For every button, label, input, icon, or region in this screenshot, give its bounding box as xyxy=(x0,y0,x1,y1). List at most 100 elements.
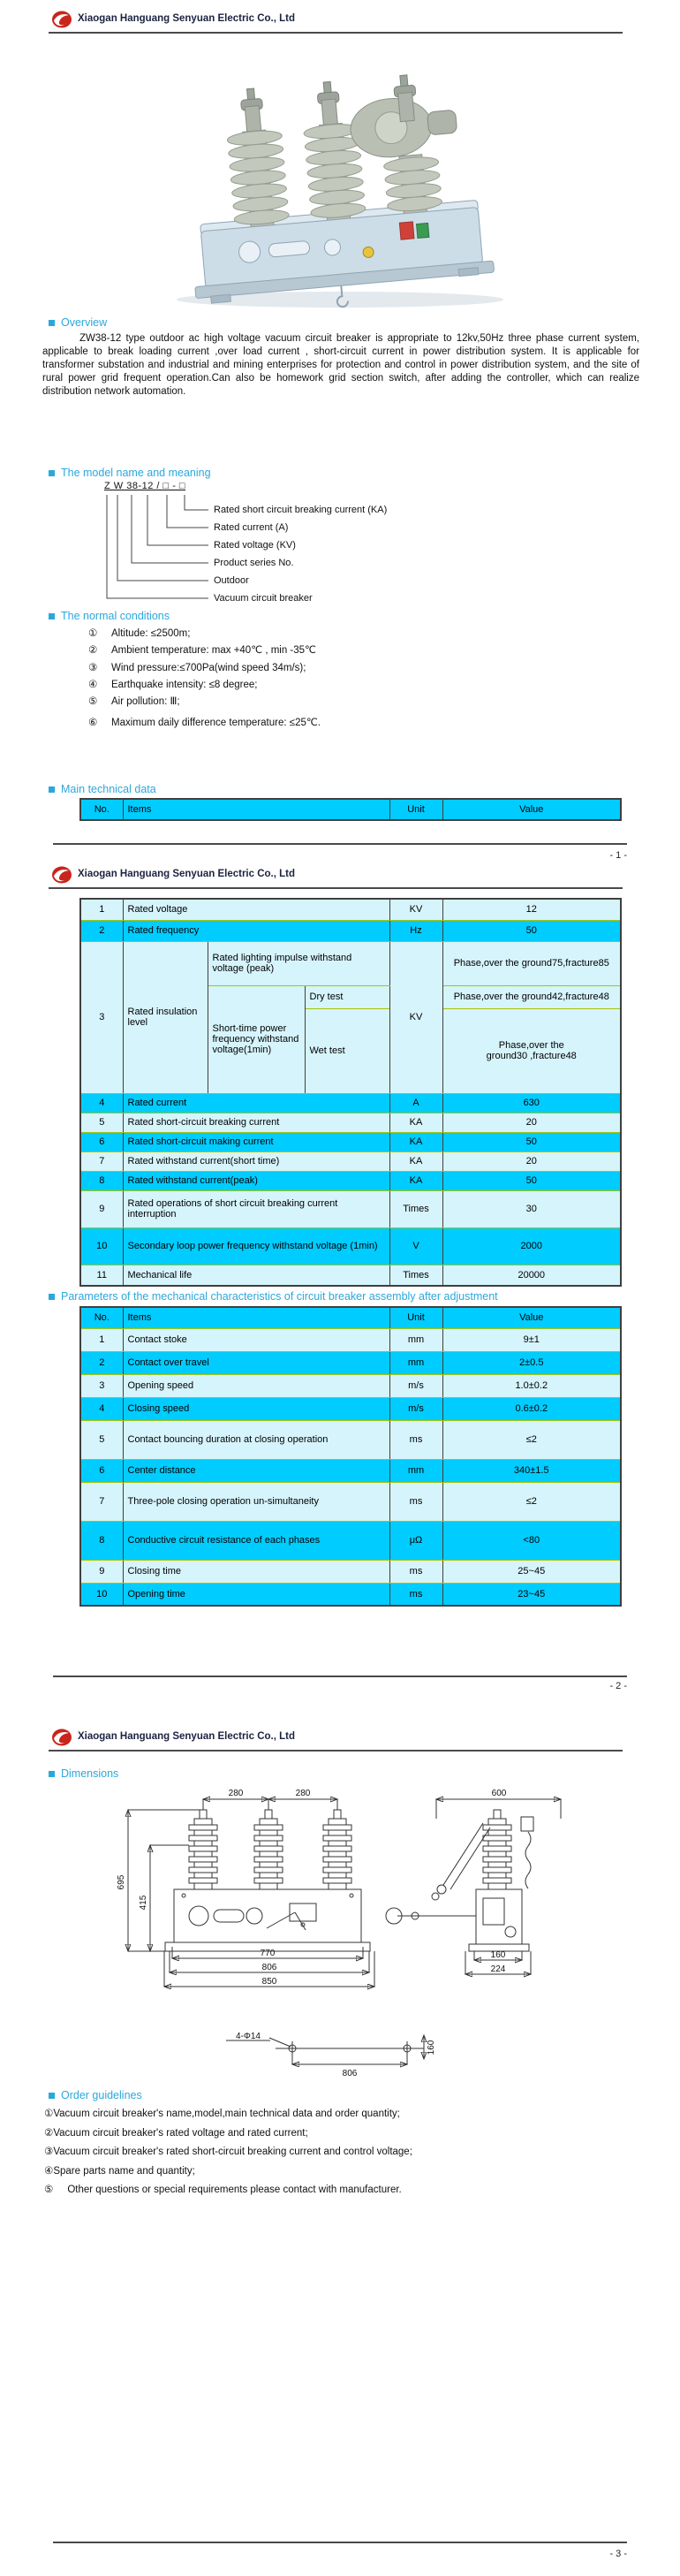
model-label: Rated voltage (KV) xyxy=(214,540,296,551)
cell-item: Opening speed xyxy=(122,1373,390,1398)
order-item: ①Vacuum circuit breaker's name,model,mai… xyxy=(44,2105,412,2124)
model-meaning-diagram: Z W 38-12 / □ - □ Rated short circuit br… xyxy=(35,481,636,610)
company-name: Xiaogan Hanguang Senyuan Electric Co., L… xyxy=(78,1731,296,1742)
section-main-technical-data: Main technical data xyxy=(49,783,156,795)
header-value: Value xyxy=(442,1306,622,1329)
order-item: ⑤ Other questions or special requirements… xyxy=(44,2181,412,2200)
cell-value: 1.0±0.2 xyxy=(442,1373,622,1398)
model-code: Z W 38-12 / □ - □ xyxy=(104,481,186,491)
cell-value: ≤2 xyxy=(442,1481,622,1522)
cell-value-line: ground30 ,fracture48 xyxy=(486,1051,577,1061)
dim-160: 160 xyxy=(491,1950,506,1960)
section-title: Dimensions xyxy=(61,1767,119,1780)
condition-text: Maximum daily difference temperature: ≤2… xyxy=(111,718,321,729)
table-row: 10 Secondary loop power frequency withst… xyxy=(79,1227,622,1265)
table-row: 2 Rated frequency Hz 50 xyxy=(79,919,622,942)
product-photo xyxy=(132,42,548,312)
cell-value: <80 xyxy=(442,1520,622,1561)
header-rule xyxy=(49,32,623,34)
section-title: The model name and meaning xyxy=(61,467,211,479)
order-text: Other questions or special requirements … xyxy=(67,2185,402,2195)
cell-item: Rated operations of short circuit breaki… xyxy=(122,1189,390,1228)
cell-no: 9 xyxy=(79,1559,124,1584)
condition-text: Altitude: ≤2500m; xyxy=(111,628,191,639)
condition-text: Wind pressure:≤700Pa(wind speed 34m/s); xyxy=(111,662,306,673)
condition-item: ④ Earthquake intensity: ≤8 degree; xyxy=(88,677,321,694)
table-row: 9 Rated operations of short circuit brea… xyxy=(79,1189,622,1228)
cell-value: 20000 xyxy=(442,1264,622,1287)
overview-paragraph: ZW38-12 type outdoor ac high voltage vac… xyxy=(42,333,639,397)
main-technical-data-header-table: No. Items Unit Value xyxy=(79,798,622,821)
model-label: Rated short circuit breaking current (KA… xyxy=(214,505,388,515)
section-bullet-icon xyxy=(49,2093,55,2099)
table-row: 11 Mechanical life Times 20000 xyxy=(79,1264,622,1287)
section-normal-conditions: The normal conditions xyxy=(49,610,170,622)
company-name: Xiaogan Hanguang Senyuan Electric Co., L… xyxy=(78,13,296,24)
section-bullet-icon xyxy=(49,613,55,619)
cell-unit: ms xyxy=(389,1419,443,1460)
condition-text: Ambient temperature: max +40℃ , min -35℃ xyxy=(111,645,316,657)
dim-holes-4xphi14: 4-Φ14 xyxy=(236,2032,261,2041)
cell-no: 2 xyxy=(79,919,124,942)
section-bullet-icon xyxy=(49,1294,55,1300)
cell-subitem: Short-time power frequency withstand vol… xyxy=(207,984,306,1094)
section-model-meaning: The model name and meaning xyxy=(49,467,211,479)
cell-unit: mm xyxy=(389,1458,443,1483)
cell-no: 5 xyxy=(79,1419,124,1460)
header-items: Items xyxy=(122,798,390,821)
cell-value: 0.6±0.2 xyxy=(442,1396,622,1421)
order-text: Vacuum circuit breaker's rated short-cir… xyxy=(53,2147,412,2157)
cell-no: 11 xyxy=(79,1264,124,1287)
cell-item: Closing time xyxy=(122,1559,390,1584)
table-row: 7 Rated withstand current(short time) KA… xyxy=(79,1151,622,1172)
cell-value: Phase,over the ground30 ,fracture48 xyxy=(442,1007,622,1094)
table-row: 5 Rated short-circuit breaking current K… xyxy=(79,1112,622,1133)
cell-unit: KV xyxy=(389,940,443,1094)
cell-item: Rated short-circuit breaking current xyxy=(122,1112,390,1133)
cell-unit: m/s xyxy=(389,1396,443,1421)
section-title: Parameters of the mechanical characteris… xyxy=(61,1290,498,1303)
header-items: Items xyxy=(122,1306,390,1329)
cell-value: 30 xyxy=(442,1189,622,1228)
table-row: Wet test Phase,over the ground30 ,fractur… xyxy=(80,1007,622,1094)
order-number: ① xyxy=(44,2109,54,2119)
section-title: The normal conditions xyxy=(61,610,170,622)
order-item: ④Spare parts name and quantity; xyxy=(44,2162,412,2182)
cell-unit: m/s xyxy=(389,1373,443,1398)
cell-item: Mechanical life xyxy=(122,1264,390,1287)
section-dimensions: Dimensions xyxy=(49,1767,118,1780)
table-row: 8 Rated withstand current(peak) KA 50 xyxy=(79,1170,622,1191)
cell-unit: ms xyxy=(389,1582,443,1607)
section-title: Order guidelines xyxy=(61,2089,142,2101)
cell-item: Rated insulation level xyxy=(122,940,208,1094)
cell-item: Rated voltage xyxy=(122,898,390,921)
cell-value: 50 xyxy=(442,1170,622,1191)
table-row: 3 Opening speed m/s 1.0±0.2 xyxy=(79,1373,622,1398)
cell-item: Closing speed xyxy=(122,1396,390,1421)
page2-number: - 2 - xyxy=(609,1681,627,1691)
cell-item: Rated current xyxy=(122,1092,390,1113)
order-number: ② xyxy=(44,2127,54,2139)
cell-item: Three-pole closing operation un-simultan… xyxy=(122,1481,390,1522)
section-order-guidelines: Order guidelines xyxy=(49,2089,142,2101)
cell-value: 340±1.5 xyxy=(442,1458,622,1483)
page2-footer-rule xyxy=(53,1676,627,1677)
page1-number: - 1 - xyxy=(609,850,627,861)
cell-unit: ms xyxy=(389,1481,443,1522)
section-mechanical-parameters: Parameters of the mechanical characteris… xyxy=(49,1290,498,1303)
table-row: 6 Center distance mm 340±1.5 xyxy=(79,1458,622,1483)
section-title: Overview xyxy=(61,316,108,329)
table-header-row: No. Items Unit Value xyxy=(79,798,622,821)
model-label: Vacuum circuit breaker xyxy=(214,593,313,604)
condition-number: ⑥ xyxy=(88,718,98,729)
cell-no: 8 xyxy=(79,1520,124,1561)
cell-no: 9 xyxy=(79,1189,124,1228)
condition-item: ⑥ Maximum daily difference temperature: ≤… xyxy=(88,715,321,732)
order-text: Vacuum circuit breaker's rated voltage a… xyxy=(53,2127,308,2139)
dim-695: 695 xyxy=(117,1874,126,1889)
cell-value: 9±1 xyxy=(442,1327,622,1352)
cell-value: 2000 xyxy=(442,1227,622,1265)
table-row: 1 Rated voltage KV 12 xyxy=(79,898,622,921)
header-value: Value xyxy=(442,798,622,821)
